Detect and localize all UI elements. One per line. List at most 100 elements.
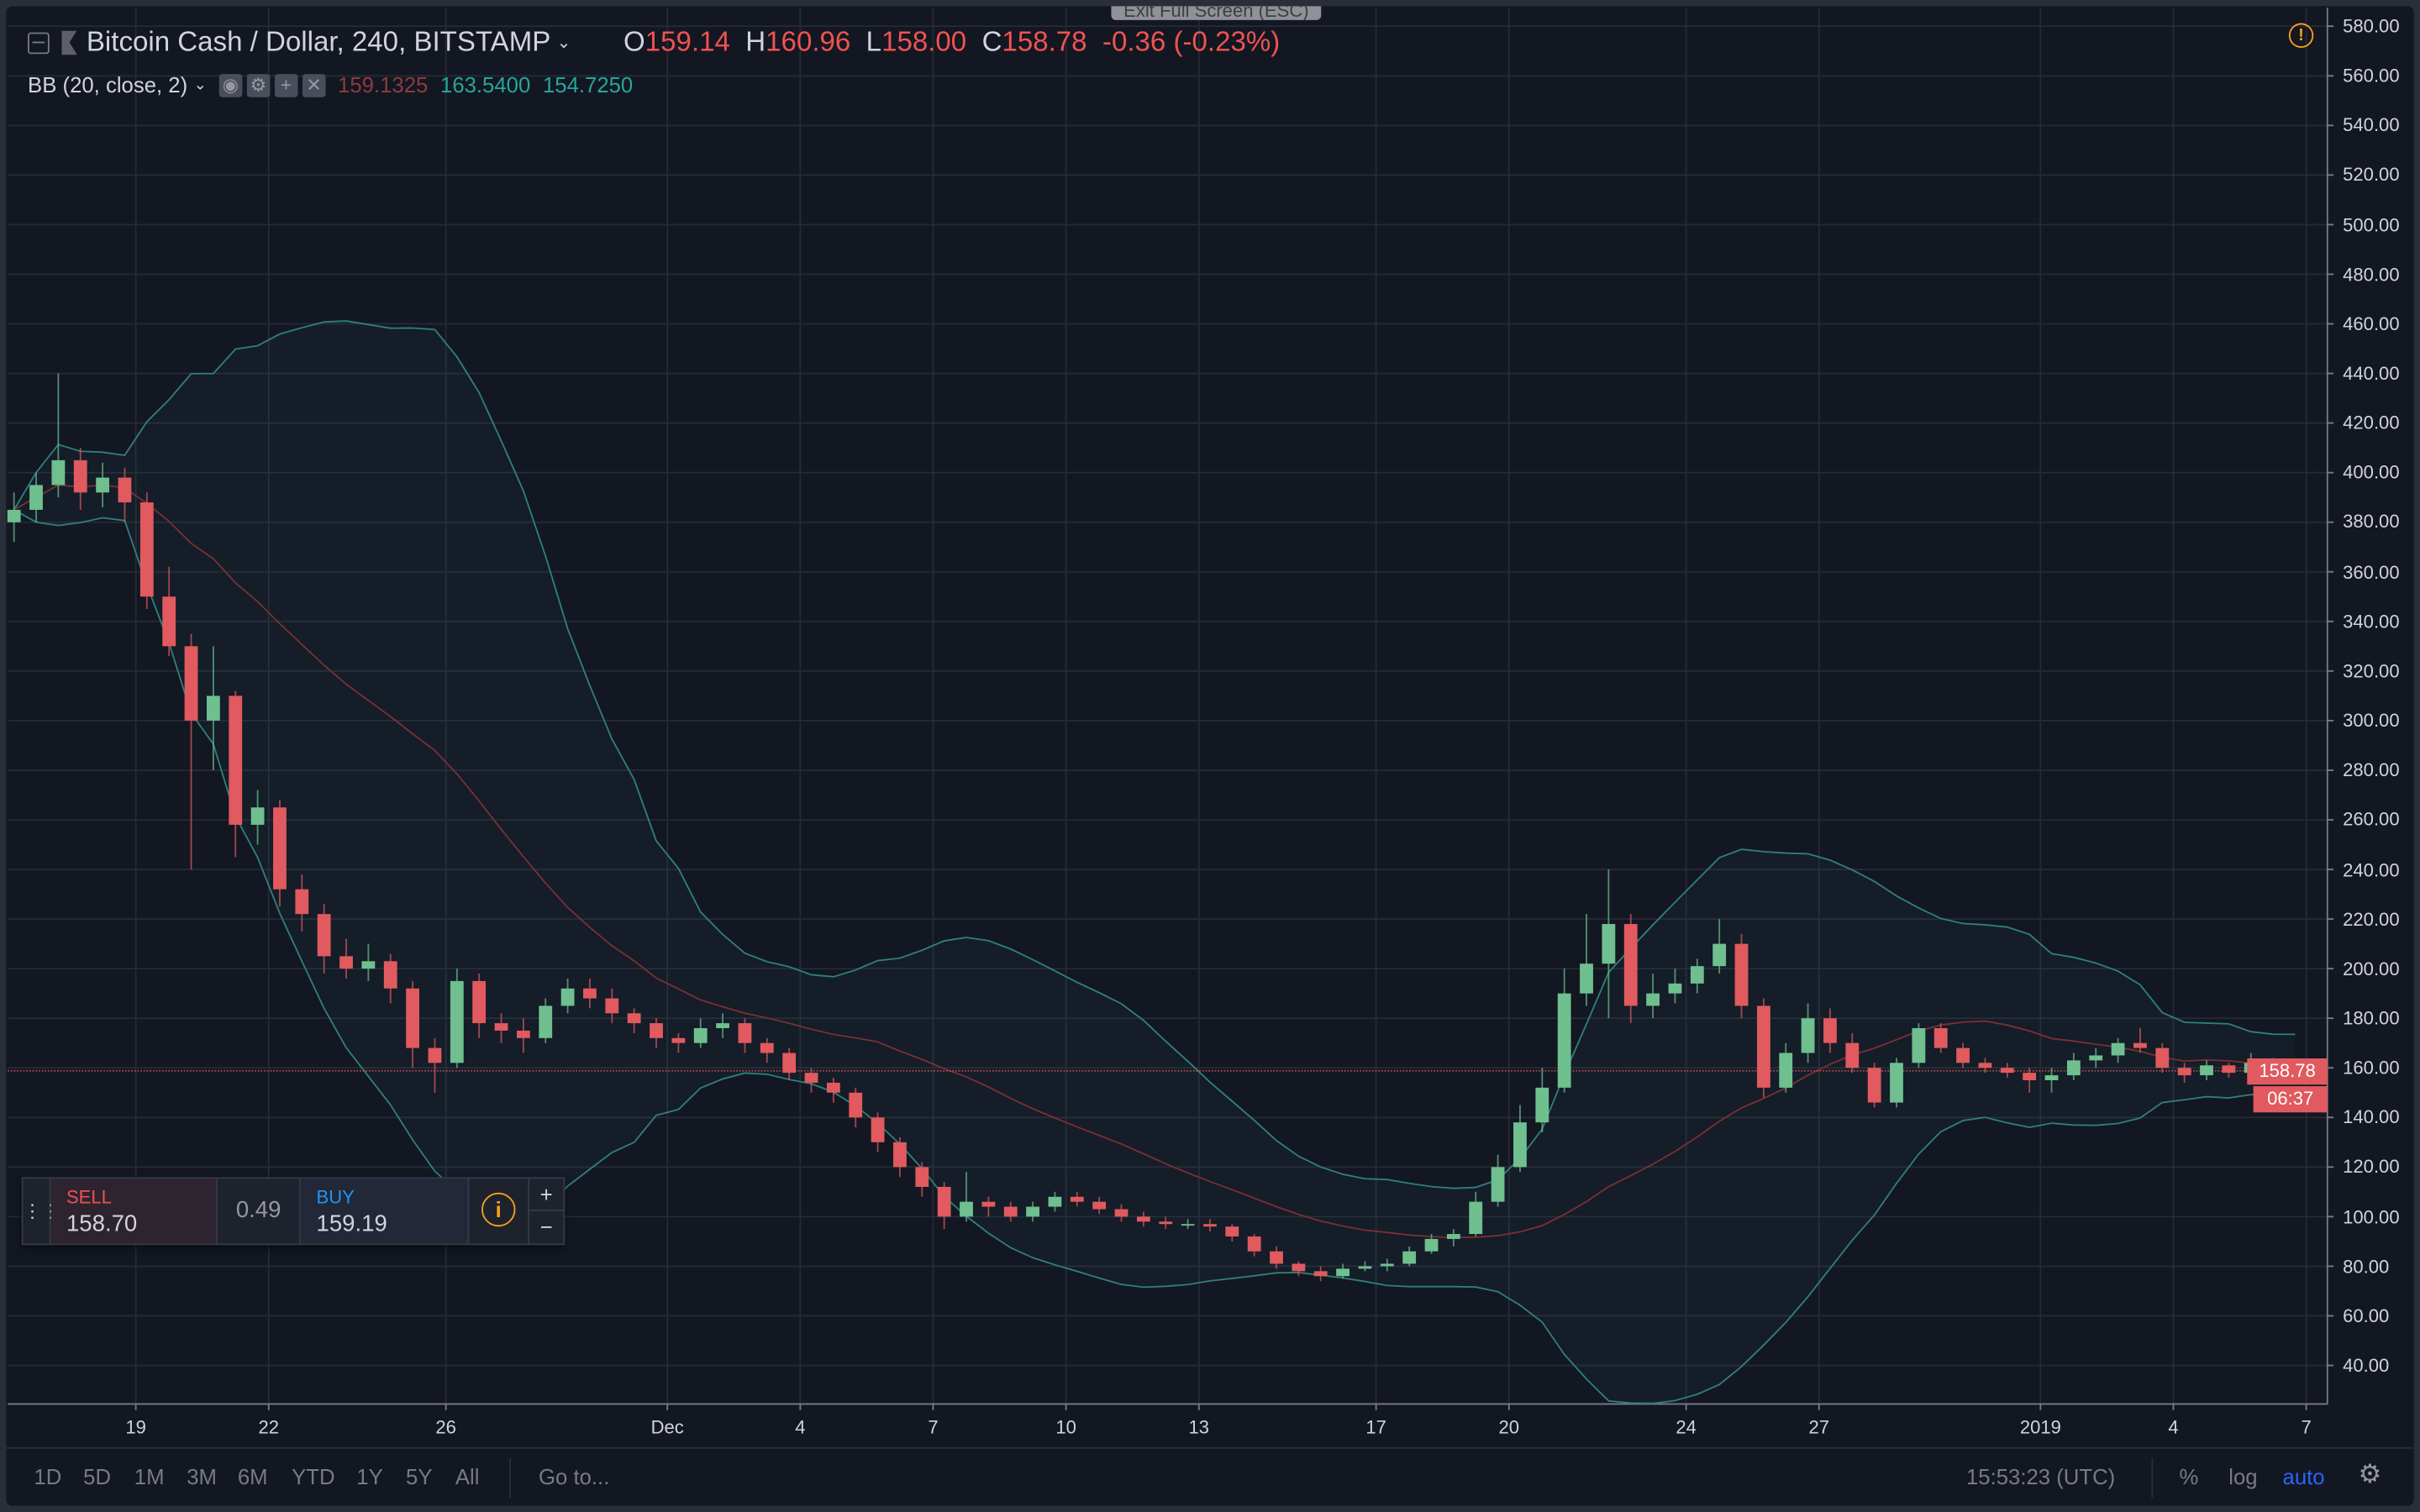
range-all[interactable]: All — [455, 1464, 480, 1489]
time-axis-label: 27 — [1808, 1416, 1830, 1438]
plus-icon[interactable]: + — [274, 73, 298, 97]
buy-button[interactable]: BUY 159.19 — [301, 1179, 470, 1244]
chevron-down-icon[interactable]: ⌄ — [556, 34, 571, 53]
time-axis-label: 10 — [1055, 1416, 1076, 1438]
candle-body — [184, 646, 198, 721]
high-label: H — [745, 26, 766, 57]
price-axis-label: 320.00 — [2343, 659, 2400, 682]
bb-upper-value: 163.5400 — [440, 72, 531, 97]
candle-body — [361, 961, 376, 969]
candle-body — [693, 1027, 708, 1043]
price-chart[interactable] — [6, 6, 2413, 1505]
range-5d[interactable]: 5D — [83, 1464, 112, 1489]
high-value: 160.96 — [765, 26, 851, 57]
price-axis-label: 180.00 — [2343, 1007, 2400, 1030]
price-axis-label: 160.00 — [2343, 1057, 2400, 1079]
candle-body — [1580, 963, 1593, 994]
bb-fill — [13, 321, 2296, 1404]
symbol-title[interactable]: Bitcoin Cash / Dollar, 240, BITSTAMP — [86, 26, 551, 57]
candle-body — [782, 1053, 797, 1074]
candle-body — [1535, 1087, 1549, 1123]
exit-fullscreen-tooltip[interactable]: Exit Full Screen (ESC) — [1111, 6, 1322, 22]
gear-icon[interactable]: ⚙ — [246, 73, 271, 97]
candle-body — [1247, 1236, 1261, 1252]
info-icon: i — [481, 1192, 516, 1227]
candle-body — [1756, 1005, 1770, 1088]
candle-body — [605, 998, 619, 1014]
candle-body — [1446, 1234, 1460, 1239]
candle-body — [1890, 1063, 1903, 1103]
candle-body — [2089, 1055, 2103, 1061]
change-value: -0.36 (-0.23%) — [1102, 26, 1281, 57]
log-toggle[interactable]: log — [2228, 1464, 2258, 1489]
price-axis-label: 380.00 — [2343, 511, 2400, 533]
indicator-name[interactable]: BB (20, close, 2) — [28, 72, 188, 97]
gear-icon[interactable]: ⚙ — [2358, 1459, 2382, 1489]
candle-body — [560, 988, 575, 1006]
candle-body — [450, 980, 464, 1063]
range-5y[interactable]: 5Y — [406, 1464, 433, 1489]
drag-handle-icon[interactable]: ⋮⋮ — [24, 1179, 60, 1244]
candle-body — [650, 1023, 663, 1038]
candle-body — [804, 1073, 818, 1083]
candle-body — [96, 477, 110, 493]
price-axis-label: 40.00 — [2343, 1354, 2390, 1377]
range-3m[interactable]: 3M — [187, 1464, 217, 1489]
price-axis-label: 260.00 — [2343, 809, 2400, 831]
auto-toggle[interactable]: auto — [2282, 1464, 2325, 1489]
candle-body — [1734, 943, 1749, 1006]
candle-body — [295, 889, 309, 915]
close-icon[interactable]: ✕ — [302, 73, 326, 97]
range-1y[interactable]: 1Y — [356, 1464, 383, 1489]
goto-button[interactable]: Go to... — [539, 1464, 610, 1489]
decrease-button[interactable]: − — [539, 1214, 553, 1239]
percent-toggle[interactable]: % — [2179, 1464, 2199, 1489]
candle-body — [826, 1082, 840, 1093]
price-axis-label: 420.00 — [2343, 412, 2400, 434]
candle-body — [849, 1092, 863, 1118]
warning-icon[interactable]: ! — [2288, 23, 2314, 48]
candle-body — [162, 596, 176, 647]
range-6m[interactable]: 6M — [237, 1464, 268, 1489]
candle-body — [915, 1167, 929, 1187]
time-axis-label: 22 — [258, 1416, 280, 1438]
candle-body — [960, 1201, 973, 1217]
range-1m[interactable]: 1M — [134, 1464, 165, 1489]
price-axis-label: 480.00 — [2343, 263, 2400, 286]
eye-icon[interactable]: ◉ — [218, 73, 243, 97]
close-label: C — [981, 26, 1002, 57]
bar-countdown-label: 06:37 — [2253, 1086, 2328, 1113]
candle-body — [1159, 1221, 1173, 1225]
candle-body — [51, 459, 66, 486]
sell-button[interactable]: SELL 158.70 — [50, 1179, 218, 1244]
clock[interactable]: 15:53:23 (UTC) — [1966, 1464, 2116, 1489]
candle-body — [1513, 1122, 1527, 1168]
candle-body — [1978, 1063, 1992, 1068]
increase-button[interactable]: + — [529, 1179, 564, 1211]
chevron-down-icon[interactable]: ⌄ — [193, 76, 207, 94]
candle-body — [516, 1030, 530, 1038]
candle-body — [2200, 1065, 2213, 1076]
candle-body — [250, 807, 265, 825]
candle-body — [273, 807, 287, 890]
range-ytd[interactable]: YTD — [292, 1464, 335, 1489]
candle-body — [383, 961, 397, 989]
info-button[interactable]: i — [469, 1179, 530, 1244]
candle-body — [2000, 1068, 2014, 1074]
candle-body — [139, 502, 154, 597]
collapse-icon[interactable] — [28, 31, 50, 54]
candle-body — [583, 988, 597, 999]
time-axis-label: 26 — [435, 1416, 456, 1438]
bb-lower-line — [13, 509, 2296, 1404]
price-axis-label: 240.00 — [2343, 858, 2400, 880]
divider — [509, 1457, 511, 1499]
candle-body — [1602, 923, 1616, 964]
time-axis-label: 7 — [2301, 1416, 2312, 1438]
range-1d[interactable]: 1D — [34, 1464, 62, 1489]
candle-body — [428, 1047, 442, 1063]
price-axis-label: 100.00 — [2343, 1205, 2400, 1228]
candle-body — [1845, 1042, 1860, 1068]
bb-lower-value: 154.7250 — [542, 72, 634, 97]
candle-body — [1491, 1167, 1505, 1202]
flag-icon[interactable] — [61, 29, 77, 55]
